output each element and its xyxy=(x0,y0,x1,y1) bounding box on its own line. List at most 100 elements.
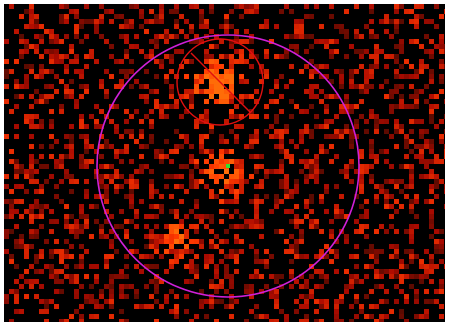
pixel xyxy=(59,109,64,114)
pixel xyxy=(214,159,219,164)
pixel xyxy=(14,174,19,179)
pixel xyxy=(444,149,445,154)
pixel xyxy=(349,254,354,259)
pixel xyxy=(169,259,174,264)
pixel xyxy=(324,39,329,44)
pixel xyxy=(404,184,409,189)
pixel xyxy=(394,274,399,279)
pixel xyxy=(354,69,359,74)
pixel xyxy=(74,224,79,229)
pixel xyxy=(149,264,154,269)
pixel xyxy=(124,234,129,239)
pixel xyxy=(4,294,9,299)
pixel xyxy=(204,114,209,119)
pixel xyxy=(429,209,434,214)
pixel xyxy=(334,214,339,219)
pixel xyxy=(369,114,374,119)
pixel xyxy=(14,159,19,164)
pixel xyxy=(409,9,414,14)
pixel xyxy=(309,169,314,174)
pixel xyxy=(119,134,124,139)
pixel xyxy=(74,9,79,14)
pixel xyxy=(179,199,184,204)
pixel xyxy=(409,64,414,69)
pixel xyxy=(284,249,289,254)
pixel xyxy=(14,199,19,204)
pixel xyxy=(14,299,19,304)
pixel xyxy=(49,94,54,99)
pixel xyxy=(89,204,94,209)
pixel xyxy=(14,224,19,229)
pixel xyxy=(219,199,224,204)
pixel xyxy=(149,89,154,94)
pixel xyxy=(424,264,429,269)
pixel xyxy=(424,199,429,204)
pixel xyxy=(29,19,34,24)
pixel xyxy=(289,284,294,289)
pixel xyxy=(319,229,324,234)
pixel xyxy=(284,84,289,89)
pixel xyxy=(39,224,44,229)
pixel xyxy=(24,169,29,174)
pixel xyxy=(64,34,69,39)
pixel xyxy=(384,159,389,164)
pixel xyxy=(209,254,214,259)
pixel xyxy=(64,169,69,174)
pixel xyxy=(44,179,49,184)
pixel xyxy=(209,189,214,194)
pixel xyxy=(29,234,34,239)
pixel xyxy=(339,209,344,214)
pixel xyxy=(334,114,339,119)
pixel xyxy=(129,219,134,224)
pixel xyxy=(229,64,234,69)
pixel xyxy=(359,214,364,219)
pixel xyxy=(209,44,214,49)
pixel xyxy=(234,104,239,109)
pixel xyxy=(104,194,109,199)
pixel xyxy=(394,209,399,214)
pixel xyxy=(74,69,79,74)
pixel xyxy=(99,224,104,229)
pixel xyxy=(154,189,159,194)
pixel xyxy=(224,269,229,274)
pixel xyxy=(49,54,54,59)
pixel xyxy=(59,289,64,294)
pixel xyxy=(184,134,189,139)
pixel xyxy=(174,4,179,9)
pixel xyxy=(354,29,359,34)
pixel xyxy=(374,254,379,259)
pixel xyxy=(429,79,434,84)
pixel xyxy=(134,109,139,114)
pixel xyxy=(384,64,389,69)
pixel xyxy=(209,129,214,134)
pixel xyxy=(89,54,94,59)
pixel xyxy=(129,44,134,49)
pixel xyxy=(169,244,174,249)
pixel xyxy=(204,149,209,154)
pixel xyxy=(234,124,239,129)
pixel xyxy=(119,209,124,214)
pixel xyxy=(24,119,29,124)
pixel xyxy=(444,189,445,194)
pixel xyxy=(304,34,309,39)
pixel xyxy=(44,264,49,269)
pixel xyxy=(174,314,179,319)
pixel xyxy=(379,19,384,24)
pixel xyxy=(289,259,294,264)
pixel xyxy=(334,24,339,29)
pixel xyxy=(29,64,34,69)
pixel xyxy=(219,259,224,264)
pixel xyxy=(184,139,189,144)
pixel xyxy=(404,144,409,149)
pixel xyxy=(434,184,439,189)
pixel xyxy=(234,189,239,194)
pixel xyxy=(189,104,194,109)
pixel xyxy=(124,129,129,134)
pixel xyxy=(369,179,374,184)
pixel xyxy=(429,159,434,164)
pixel xyxy=(24,9,29,14)
pixel xyxy=(84,219,89,224)
pixel xyxy=(419,274,424,279)
pixel xyxy=(124,194,129,199)
pixel xyxy=(64,64,69,69)
